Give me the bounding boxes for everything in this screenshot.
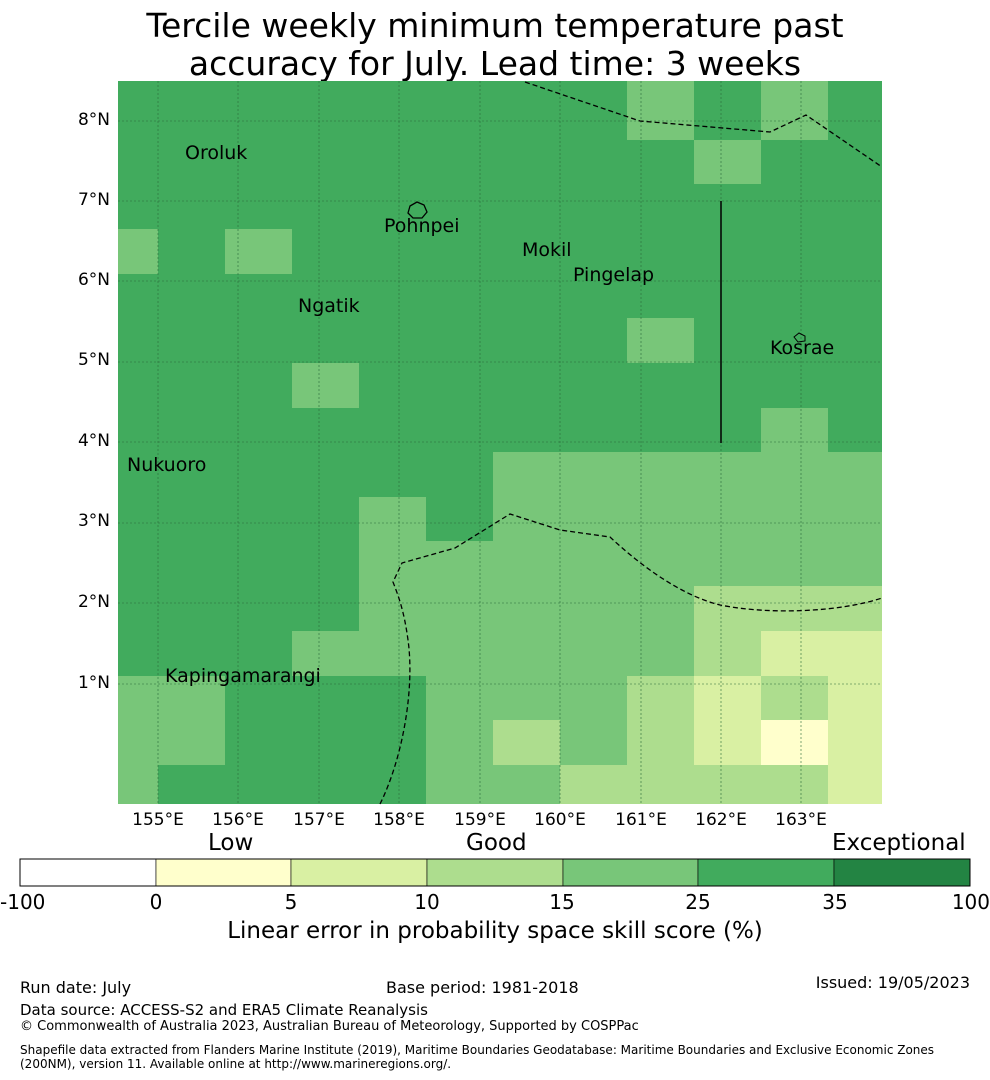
colorbar-tick: 100 [951,890,990,914]
place-label-mokil: Mokil [522,239,572,261]
grid-cell [118,720,225,765]
grid-cell [426,720,493,765]
colorbar-swatch [155,858,292,887]
colorbar-tick: 25 [685,890,711,914]
place-label-pohnpei: Pohnpei [384,215,460,237]
colorbar-tick: 15 [549,890,575,914]
grid-cell [560,720,627,765]
map-title-line-1: Tercile weekly minimum temperature past [146,6,844,45]
kosrae-island-outline [793,332,806,343]
grid-cell [493,452,882,497]
grid-cell [493,497,882,541]
place-label-oroluk: Oroluk [185,142,248,164]
data-source: Data source: ACCESS-S2 and ERA5 Climate … [20,1001,428,1019]
lat-label: 2°N [77,592,110,612]
issued-date: Issued: 19/05/2023 [815,973,970,992]
shapefile-credit-line-1: Shapefile data extracted from Flanders M… [20,1043,935,1057]
grid-cell [118,229,158,274]
grid-cell [359,541,761,586]
grid-cell [761,541,882,586]
grid-cell [118,676,225,720]
grid-cell [761,676,828,720]
colorbar-swatch [290,858,428,887]
grid-cell [627,676,694,720]
place-label-nukuoro: Nukuoro [127,454,207,476]
colorbar-tick: 10 [414,890,440,914]
grid-cell [560,765,694,804]
colorbar-tick: 0 [149,890,163,914]
colorbar-label: Linear error in probability space skill … [227,918,763,944]
grid-cell [359,497,426,541]
pohnpei-island-outline [407,201,428,219]
grid-cell [694,586,882,631]
place-label-kosrae: Kosrae [770,337,835,359]
grid-cell [627,720,694,765]
copyright: © Commonwealth of Australia 2023, Austra… [20,1019,639,1034]
lon-label: 157°E [293,810,345,830]
grid-cell [828,676,882,720]
place-label-pingelap: Pingelap [573,264,655,286]
colorbar-tick: -100 [0,890,46,914]
colorbar [19,858,971,887]
grid-cell [761,81,828,140]
eez-boundary [379,81,883,805]
grid-cell [627,81,694,140]
lon-label: 162°E [695,810,747,830]
lat-label: 3°N [77,511,110,531]
colorbar-swatch [19,858,157,887]
grid-cell [694,765,828,804]
grid-cell [118,765,158,804]
category-exceptional: Exceptional [832,830,966,856]
lon-label: 156°E [212,810,264,830]
grid-cell [292,363,359,408]
lat-label: 8°N [77,110,110,130]
grid-cell [761,631,882,676]
grid-cell [225,229,292,274]
lat-label: 6°N [77,270,110,290]
colorbar-tick: 5 [284,890,298,914]
lon-label: 155°E [132,810,184,830]
category-low: Low [208,830,254,856]
shapefile-credit-line-2: (200NM), version 11. Available online at… [20,1057,452,1071]
grid-cell [292,631,694,676]
grid-cell [828,720,882,765]
colorbar-swatch [562,858,699,887]
grid-cell [761,720,828,765]
lon-label: 161°E [615,810,667,830]
colorbar-tick: 35 [822,890,848,914]
grid-cell [694,720,761,765]
grid-cell [828,765,882,804]
colorbar-frame [19,858,971,887]
base-period: Base period: 1981-2018 [386,978,579,997]
lat-label: 5°N [77,350,110,370]
lon-label: 159°E [454,810,506,830]
grid-cell [694,676,761,720]
place-label-kapingamarangi: Kapingamarangi [165,665,321,687]
run-date: Run date: July [20,978,132,997]
lat-label: 1°N [77,673,110,693]
colorbar-swatch [697,858,835,887]
lon-label: 158°E [373,810,425,830]
map-title-line-2: accuracy for July. Lead time: 3 weeks [188,44,802,83]
category-good: Good [466,830,527,856]
grid-cell [359,586,694,631]
grid-cell [426,676,627,720]
lat-label: 7°N [77,190,110,210]
graticule [118,81,882,804]
grid-cell [694,140,761,184]
colorbar-swatch [833,858,971,887]
grid-cell [627,318,694,363]
skill-grid [118,81,882,804]
grid-cell [694,631,761,676]
grid-cell [426,765,560,804]
lon-label: 163°E [775,810,827,830]
lon-label: 160°E [534,810,586,830]
grid-cell [493,720,560,765]
place-label-ngatik: Ngatik [298,295,360,317]
grid-cell [761,408,828,452]
colorbar-swatch [426,858,564,887]
lat-label: 4°N [77,431,110,451]
